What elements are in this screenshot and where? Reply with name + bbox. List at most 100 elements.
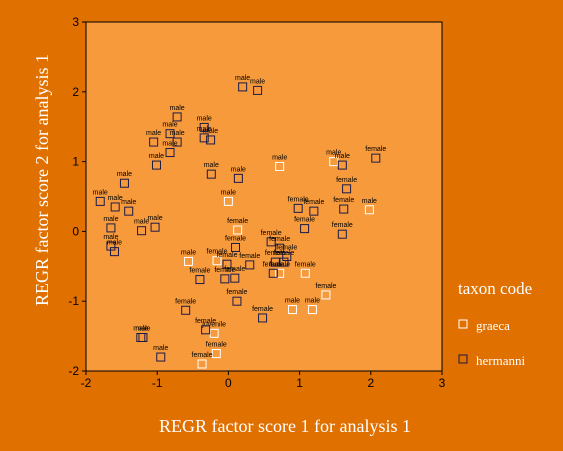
data-point-label: female xyxy=(315,283,336,290)
data-point-label: male xyxy=(181,249,196,256)
data-point-hermanni xyxy=(300,224,310,234)
x-axis-title: REGR factor score 1 for analysis 1 xyxy=(159,416,411,436)
data-point-label: female xyxy=(192,352,213,359)
data-point-label: juvenile xyxy=(201,321,226,328)
data-point-label: male xyxy=(103,234,118,241)
data-point-hermanni xyxy=(165,129,175,139)
data-point-graeca xyxy=(209,328,219,338)
data-point-hermanni xyxy=(220,274,230,284)
data-point-label: male xyxy=(153,345,168,352)
data-point-hermanni xyxy=(206,169,216,179)
y-tick-label: -1 xyxy=(68,294,79,308)
data-point-label: male xyxy=(203,128,218,135)
data-point-label: male xyxy=(285,298,300,305)
data-point-label: male xyxy=(272,154,287,161)
y-tick-label: 2 xyxy=(72,85,79,99)
data-point-hermanni xyxy=(253,85,263,95)
x-tick-label: 1 xyxy=(296,376,303,390)
data-point-hermanni xyxy=(275,243,285,253)
data-point-graeca xyxy=(287,305,297,315)
x-tick-label: 0 xyxy=(225,376,232,390)
data-point-label: female xyxy=(332,222,353,229)
data-point-hermanni xyxy=(119,178,129,188)
legend: taxon code graeca hermanni xyxy=(458,279,532,368)
data-point-label: male xyxy=(93,189,108,196)
data-point-label: female xyxy=(336,177,357,184)
data-point-label: female xyxy=(265,250,286,257)
data-point-hermanni xyxy=(95,196,105,206)
data-point-hermanni xyxy=(337,229,347,239)
data-point-label: female xyxy=(214,267,235,274)
data-point-label: female xyxy=(239,253,260,260)
data-point-hermanni xyxy=(339,204,349,214)
data-point-hermanni xyxy=(279,257,289,267)
y-tick-label: 0 xyxy=(72,224,79,238)
data-point-label: female xyxy=(273,250,294,257)
data-point-label: male xyxy=(134,219,149,226)
y-tick-label: -2 xyxy=(68,364,79,378)
data-point-graeca xyxy=(212,256,222,266)
data-point-hermanni xyxy=(138,332,148,342)
data-point-hermanni xyxy=(233,173,243,183)
data-point-hermanni xyxy=(342,184,352,194)
y-tick-label: 1 xyxy=(72,155,79,169)
data-point-label: male xyxy=(146,130,161,137)
data-point-hermanni xyxy=(199,133,209,143)
data-point-hermanni xyxy=(266,237,276,247)
axis-ticks: -2 -1 0 1 2 3 -2 -1 0 1 2 3 xyxy=(68,15,445,390)
data-point-label: female xyxy=(288,196,309,203)
data-point-label: female xyxy=(224,266,245,273)
data-point-label: male xyxy=(197,115,212,122)
legend-label-hermanni: hermanni xyxy=(476,353,525,368)
data-point-graeca xyxy=(307,305,317,315)
data-point-hermanni xyxy=(181,305,191,315)
data-point-hermanni xyxy=(199,122,209,132)
data-point-hermanni xyxy=(172,137,182,147)
y-axis-title: REGR factor score 2 for analysis 1 xyxy=(32,54,52,306)
data-point-label: female xyxy=(276,245,297,252)
x-tick-label: 3 xyxy=(439,376,446,390)
data-point-hermanni xyxy=(151,160,161,170)
data-point-label: male xyxy=(117,171,132,178)
data-point-label: male xyxy=(250,78,265,85)
data-point-label: male xyxy=(162,122,177,129)
data-point-hermanni xyxy=(149,137,159,147)
data-point-graeca xyxy=(233,225,243,235)
legend-title: taxon code xyxy=(458,279,532,298)
data-point-graeca xyxy=(329,157,339,167)
data-point-hermanni xyxy=(137,226,147,236)
data-point-hermanni xyxy=(110,202,120,212)
data-point-label: male xyxy=(133,325,148,332)
data-point-label: female xyxy=(252,306,273,313)
data-point-hermanni xyxy=(309,206,319,216)
data-point-hermanni xyxy=(201,325,211,335)
data-point-label: male xyxy=(149,153,164,160)
data-point-hermanni xyxy=(165,148,175,158)
data-point-label: male xyxy=(231,166,246,173)
x-tick-label: -2 xyxy=(81,376,92,390)
data-point-label: female xyxy=(269,236,290,243)
data-point-hermanni xyxy=(206,135,216,145)
data-point-hermanni xyxy=(156,352,166,362)
data-point-hermanni xyxy=(222,259,232,269)
data-point-label: female xyxy=(207,249,228,256)
data-point-label: male xyxy=(335,153,350,160)
data-point-label: female xyxy=(303,199,324,206)
data-point-label: female xyxy=(365,146,386,153)
data-point-label: male xyxy=(162,141,177,148)
data-point-graeca xyxy=(275,268,285,278)
data-point-hermanni xyxy=(124,206,134,216)
data-point-label: male xyxy=(147,215,162,222)
data-point-hermanni xyxy=(232,296,242,306)
data-point-label: male xyxy=(235,75,250,82)
data-point-label: male xyxy=(107,240,122,247)
x-tick-label: -1 xyxy=(152,376,163,390)
data-point-label: female xyxy=(195,318,216,325)
data-point-hermanni xyxy=(230,273,240,283)
y-tick-label: 3 xyxy=(72,15,79,29)
data-point-hermanni xyxy=(238,82,248,92)
data-point-label: female xyxy=(295,261,316,268)
data-point-hermanni xyxy=(268,268,278,278)
